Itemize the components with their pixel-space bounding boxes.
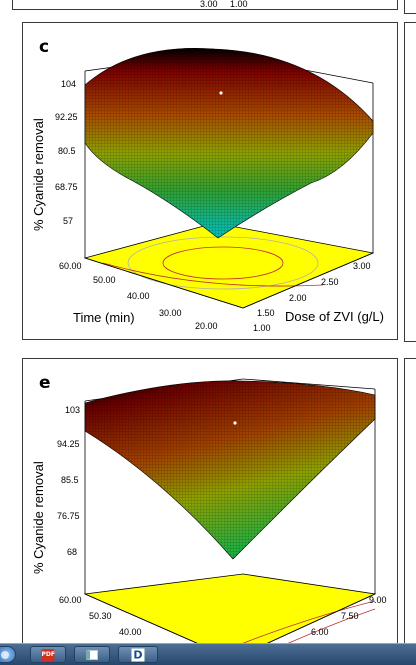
taskbar-window-button[interactable] — [74, 646, 110, 663]
fragment-tick-3: 3.00 — [200, 0, 218, 9]
surface-plot-panel-e: e % Cyanide removal 103 94.25 85.5 76.75… — [22, 358, 398, 658]
right-panel-edge-c — [404, 22, 416, 342]
pdf-icon: PDF — [41, 648, 55, 661]
time-tick-e-2: 40.00 — [119, 627, 142, 637]
z-tick-e-3: 76.75 — [57, 511, 80, 521]
x-tick-e-0: 9.00 — [369, 595, 387, 605]
taskbar: PDF D — [0, 643, 416, 665]
right-panel-edge — [404, 0, 416, 14]
panel-label-c: c — [39, 37, 50, 57]
z-tick-e-4: 68 — [67, 547, 78, 557]
time-tick-c-4: 20.00 — [195, 321, 218, 331]
time-axis-label-c: Time (min) — [73, 310, 135, 325]
right-panel-edge-e — [404, 358, 416, 660]
previous-panel-fragment: 3.00 1.00 — [12, 0, 398, 10]
window-icon — [86, 649, 98, 660]
z-tick-c-3: 68.75 — [55, 182, 78, 192]
z-tick-e-2: 85.5 — [61, 475, 79, 485]
panel-label-e: e — [39, 373, 51, 393]
z-tick-c-2: 80.5 — [58, 146, 76, 156]
time-tick-e-1: 50.30 — [89, 611, 112, 621]
surface-plot-panel-c: c % Cyanide removal 104 92.25 80.5 68.75… — [22, 22, 398, 340]
z-axis-label-e: % Cyanide removal — [31, 461, 46, 574]
fragment-tick-1: 1.00 — [230, 0, 248, 9]
time-tick-c-2: 40.00 — [127, 291, 150, 301]
design-point-c — [219, 91, 223, 95]
z-tick-c-0: 104 — [61, 79, 77, 89]
z-tick-e-0: 103 — [65, 405, 81, 415]
x-tick-e-1: 7.50 — [341, 611, 359, 621]
taskbar-pdf-button[interactable]: PDF — [30, 646, 66, 663]
dose-tick-c-2: 2.00 — [289, 293, 307, 303]
z-tick-e-1: 94.25 — [57, 439, 80, 449]
floor-contours-c — [102, 236, 324, 290]
x-tick-e-2: 6.00 — [311, 627, 329, 637]
time-tick-e-0: 60.00 — [59, 595, 82, 605]
z-tick-c-1: 92.25 — [55, 112, 78, 122]
taskbar-d-app-button[interactable]: D — [118, 646, 158, 663]
dose-tick-c-4: 3.00 — [353, 261, 371, 271]
surface-plot-c-graphic — [83, 48, 375, 309]
time-tick-c-3: 30.00 — [159, 308, 182, 318]
time-tick-c-0: 60.00 — [59, 261, 82, 271]
start-orb-icon — [1, 650, 9, 659]
surface-plot-e-graphic — [83, 378, 377, 657]
dose-axis-label-c: Dose of ZVI (g/L) — [285, 309, 384, 324]
dose-tick-c-1: 1.50 — [257, 308, 275, 318]
time-tick-c-1: 50.00 — [93, 275, 116, 285]
dose-tick-c-0: 1.00 — [253, 323, 271, 333]
z-axis-label-c: % Cyanide removal — [31, 118, 46, 231]
dose-tick-c-3: 2.50 — [321, 277, 339, 287]
taskbar-start-button[interactable] — [0, 646, 16, 663]
z-tick-c-4: 57 — [63, 216, 74, 226]
d-app-icon: D — [131, 648, 145, 661]
design-point-e — [233, 421, 237, 425]
